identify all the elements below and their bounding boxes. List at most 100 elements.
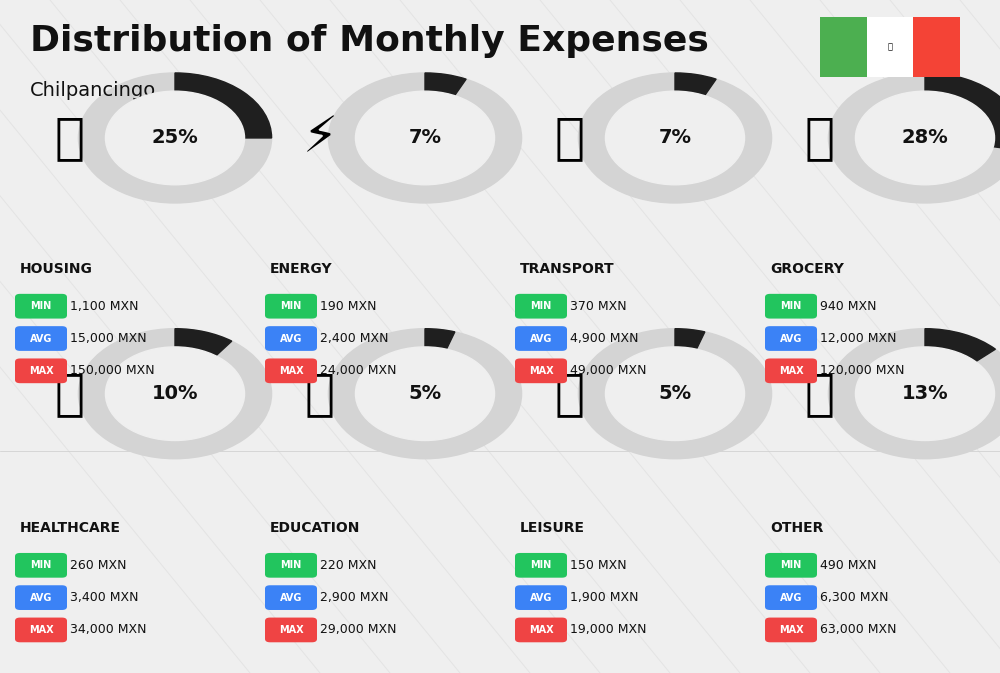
Text: 💗: 💗 bbox=[55, 369, 85, 418]
Wedge shape bbox=[328, 73, 522, 203]
Wedge shape bbox=[675, 328, 705, 349]
Wedge shape bbox=[78, 73, 272, 203]
Text: 7%: 7% bbox=[409, 129, 442, 147]
Text: 13%: 13% bbox=[902, 384, 948, 403]
Text: 6,300 MXN: 6,300 MXN bbox=[820, 591, 889, 604]
FancyBboxPatch shape bbox=[765, 618, 817, 642]
FancyBboxPatch shape bbox=[15, 326, 67, 351]
Text: MIN: MIN bbox=[280, 302, 302, 311]
Circle shape bbox=[605, 347, 745, 441]
FancyBboxPatch shape bbox=[765, 294, 817, 318]
FancyBboxPatch shape bbox=[765, 553, 817, 577]
Text: MAX: MAX bbox=[529, 366, 553, 376]
FancyBboxPatch shape bbox=[265, 294, 317, 318]
Text: Chilpancingo: Chilpancingo bbox=[30, 81, 156, 100]
Text: OTHER: OTHER bbox=[770, 522, 823, 535]
Text: 150,000 MXN: 150,000 MXN bbox=[70, 364, 155, 378]
Text: AVG: AVG bbox=[530, 593, 552, 602]
Text: 940 MXN: 940 MXN bbox=[820, 299, 877, 313]
Text: TRANSPORT: TRANSPORT bbox=[520, 262, 615, 276]
FancyBboxPatch shape bbox=[265, 359, 317, 383]
Text: MIN: MIN bbox=[530, 302, 552, 311]
Text: 150 MXN: 150 MXN bbox=[570, 559, 627, 572]
Circle shape bbox=[855, 91, 995, 185]
Text: HEALTHCARE: HEALTHCARE bbox=[20, 522, 121, 535]
FancyBboxPatch shape bbox=[15, 618, 67, 642]
Text: 220 MXN: 220 MXN bbox=[320, 559, 376, 572]
Text: 2,400 MXN: 2,400 MXN bbox=[320, 332, 388, 345]
Circle shape bbox=[355, 91, 495, 185]
Text: AVG: AVG bbox=[280, 593, 302, 602]
Text: AVG: AVG bbox=[30, 334, 52, 343]
Text: 4,900 MXN: 4,900 MXN bbox=[570, 332, 639, 345]
Text: 1,900 MXN: 1,900 MXN bbox=[570, 591, 639, 604]
Text: LEISURE: LEISURE bbox=[520, 522, 585, 535]
Text: 370 MXN: 370 MXN bbox=[570, 299, 627, 313]
Text: MIN: MIN bbox=[280, 561, 302, 570]
Text: Distribution of Monthly Expenses: Distribution of Monthly Expenses bbox=[30, 24, 709, 58]
Text: 28%: 28% bbox=[902, 129, 948, 147]
Text: MAX: MAX bbox=[279, 366, 303, 376]
Circle shape bbox=[855, 347, 995, 441]
Circle shape bbox=[355, 347, 495, 441]
Circle shape bbox=[105, 91, 245, 185]
FancyBboxPatch shape bbox=[15, 359, 67, 383]
Text: 15,000 MXN: 15,000 MXN bbox=[70, 332, 147, 345]
Text: 🛒: 🛒 bbox=[805, 114, 835, 162]
Circle shape bbox=[105, 347, 245, 441]
Wedge shape bbox=[78, 328, 272, 459]
Text: HOUSING: HOUSING bbox=[20, 262, 93, 276]
Text: MIN: MIN bbox=[530, 561, 552, 570]
FancyBboxPatch shape bbox=[765, 359, 817, 383]
Wedge shape bbox=[578, 73, 772, 203]
FancyBboxPatch shape bbox=[265, 553, 317, 577]
FancyBboxPatch shape bbox=[515, 359, 567, 383]
Text: 🦅: 🦅 bbox=[888, 42, 892, 52]
Text: 25%: 25% bbox=[152, 129, 198, 147]
FancyBboxPatch shape bbox=[515, 586, 567, 610]
Wedge shape bbox=[828, 73, 1000, 203]
Text: 29,000 MXN: 29,000 MXN bbox=[320, 623, 396, 637]
Wedge shape bbox=[328, 328, 522, 459]
Wedge shape bbox=[175, 73, 272, 138]
Text: 2,900 MXN: 2,900 MXN bbox=[320, 591, 388, 604]
FancyBboxPatch shape bbox=[867, 17, 913, 77]
Text: 🛍: 🛍 bbox=[555, 369, 585, 418]
Wedge shape bbox=[675, 73, 716, 96]
Text: MAX: MAX bbox=[779, 366, 803, 376]
Text: AVG: AVG bbox=[780, 334, 802, 343]
FancyBboxPatch shape bbox=[515, 326, 567, 351]
FancyBboxPatch shape bbox=[765, 586, 817, 610]
Text: 🚌: 🚌 bbox=[555, 114, 585, 162]
FancyBboxPatch shape bbox=[15, 294, 67, 318]
Wedge shape bbox=[425, 328, 455, 349]
FancyBboxPatch shape bbox=[15, 553, 67, 577]
FancyBboxPatch shape bbox=[765, 326, 817, 351]
Text: 120,000 MXN: 120,000 MXN bbox=[820, 364, 905, 378]
FancyBboxPatch shape bbox=[820, 17, 867, 77]
Text: AVG: AVG bbox=[280, 334, 302, 343]
Circle shape bbox=[605, 91, 745, 185]
Wedge shape bbox=[925, 328, 995, 361]
Text: MAX: MAX bbox=[279, 625, 303, 635]
FancyBboxPatch shape bbox=[913, 17, 960, 77]
FancyBboxPatch shape bbox=[15, 586, 67, 610]
FancyBboxPatch shape bbox=[515, 553, 567, 577]
Text: 63,000 MXN: 63,000 MXN bbox=[820, 623, 897, 637]
Text: 5%: 5% bbox=[408, 384, 442, 403]
FancyBboxPatch shape bbox=[515, 618, 567, 642]
Text: 💰: 💰 bbox=[805, 369, 835, 418]
Text: MAX: MAX bbox=[779, 625, 803, 635]
Text: 3,400 MXN: 3,400 MXN bbox=[70, 591, 138, 604]
Text: 24,000 MXN: 24,000 MXN bbox=[320, 364, 396, 378]
FancyBboxPatch shape bbox=[265, 618, 317, 642]
Text: AVG: AVG bbox=[30, 593, 52, 602]
Text: ⚡: ⚡ bbox=[302, 114, 338, 162]
Text: 490 MXN: 490 MXN bbox=[820, 559, 877, 572]
Text: MAX: MAX bbox=[29, 625, 53, 635]
Text: 12,000 MXN: 12,000 MXN bbox=[820, 332, 897, 345]
Text: MIN: MIN bbox=[780, 561, 802, 570]
Text: 19,000 MXN: 19,000 MXN bbox=[570, 623, 647, 637]
Text: EDUCATION: EDUCATION bbox=[270, 522, 360, 535]
Text: 10%: 10% bbox=[152, 384, 198, 403]
